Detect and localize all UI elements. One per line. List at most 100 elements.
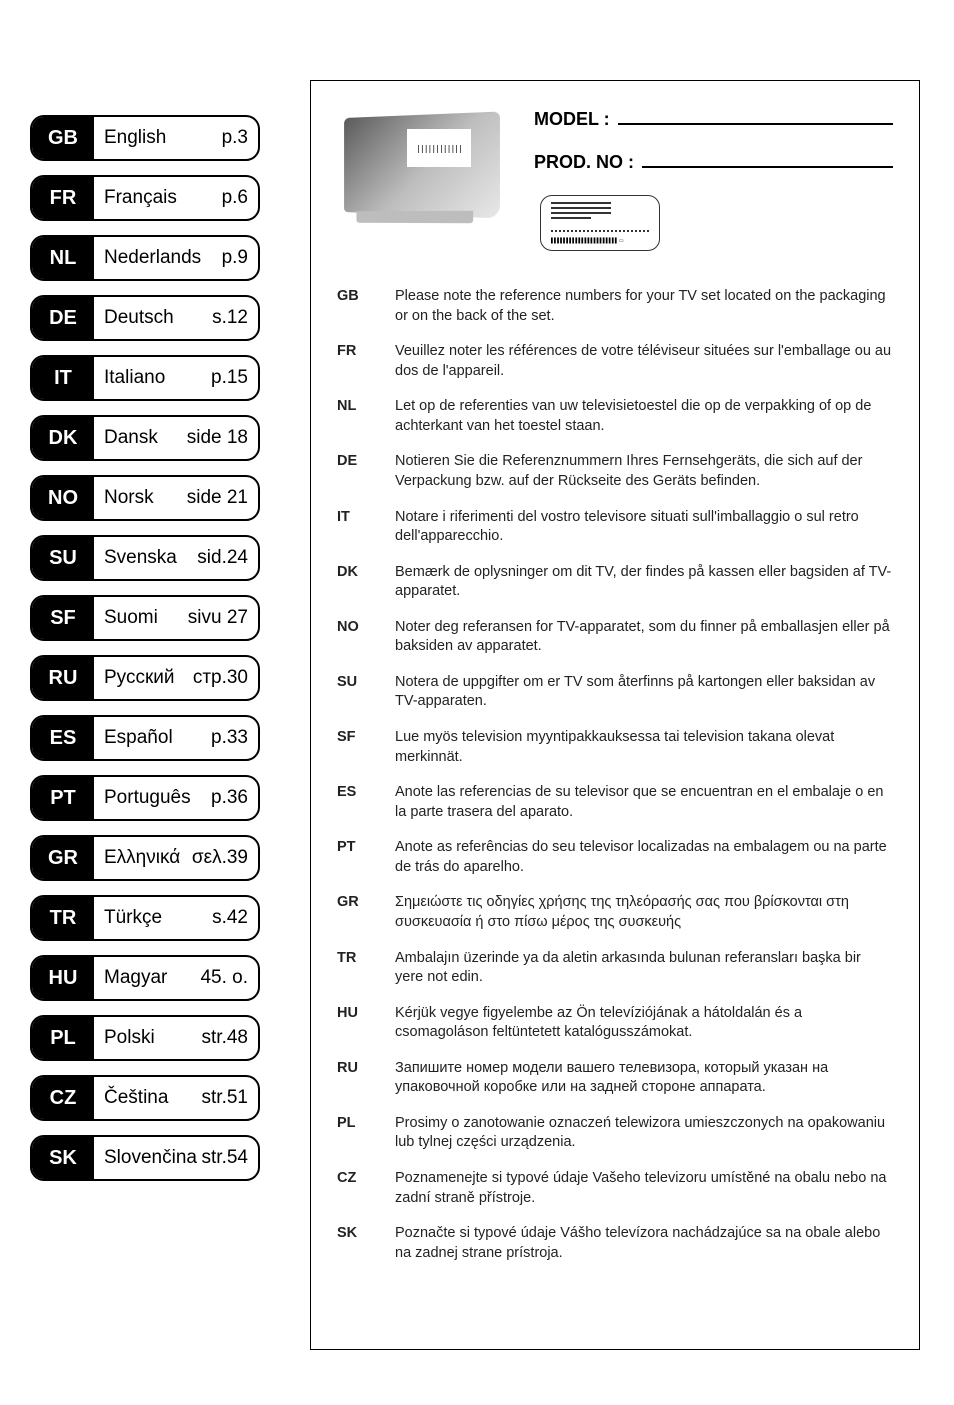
note-code: SF xyxy=(337,728,369,767)
note-text: Prosimy o zanotowanie oznaczeń telewizor… xyxy=(395,1114,893,1153)
note-text: Veuillez noter les références de votre t… xyxy=(395,342,893,381)
language-page: str.48 xyxy=(202,1027,258,1049)
language-row: GRΕλληνικάσελ.39 xyxy=(30,835,260,881)
reference-note: NLLet op de referenties van uw televisie… xyxy=(337,397,893,436)
language-name: Nederlands xyxy=(94,247,222,269)
note-code: NO xyxy=(337,618,369,657)
model-fields: MODEL : PROD. NO : ▌▌▌▌▌▌▌▌▌▌▌▌▌▌▌▌▌▌▌▌▌… xyxy=(534,103,893,251)
language-row: GBEnglishp.3 xyxy=(30,115,260,161)
note-code: CZ xyxy=(337,1169,369,1208)
note-code: ES xyxy=(337,783,369,822)
reference-note: GR Σημειώστε τις οδηγίες χρήσης της τηλεό… xyxy=(337,893,893,932)
language-row: CZČeštinastr.51 xyxy=(30,1075,260,1121)
language-page: p.15 xyxy=(211,367,258,389)
note-code: NL xyxy=(337,397,369,436)
language-code-badge: IT xyxy=(32,357,94,399)
note-text: Σημειώστε τις οδηγίες χρήσης της τηλεόρα… xyxy=(395,893,893,932)
prodno-input-line[interactable] xyxy=(642,166,893,168)
language-code-badge: NL xyxy=(32,237,94,279)
language-name: Dansk xyxy=(94,427,187,449)
language-code-badge: ES xyxy=(32,717,94,759)
language-code-badge: SK xyxy=(32,1137,94,1179)
reference-note: SK Poznačte si typové údaje Vášho televíz… xyxy=(337,1224,893,1263)
model-label: MODEL : xyxy=(534,109,610,130)
tv-barcode-label: |||||||||||| xyxy=(407,129,471,167)
note-text: Notera de uppgifter om er TV som återfin… xyxy=(395,673,893,712)
language-code-badge: GR xyxy=(32,837,94,879)
reference-note: NO Noter deg referansen for TV-apparatet,… xyxy=(337,618,893,657)
language-name: Slovenčina xyxy=(94,1147,202,1169)
reference-note: PLProsimy o zanotowanie oznaczeń telewiz… xyxy=(337,1114,893,1153)
language-code-badge: DK xyxy=(32,417,94,459)
language-row: TRTürkçes.42 xyxy=(30,895,260,941)
language-name: Polski xyxy=(94,1027,202,1049)
reference-note: PT Anote as referências do seu televisor … xyxy=(337,838,893,877)
note-code: GR xyxy=(337,893,369,932)
language-name: English xyxy=(94,127,222,149)
language-name: Русский xyxy=(94,667,193,689)
language-page: 45. o. xyxy=(200,967,258,989)
note-text: Kérjük vegye figyelembe az Ön televíziój… xyxy=(395,1004,893,1043)
note-code: SU xyxy=(337,673,369,712)
reference-note: GBPlease note the reference numbers for … xyxy=(337,287,893,326)
language-row: DEDeutschs.12 xyxy=(30,295,260,341)
language-row: SFSuomisivu 27 xyxy=(30,595,260,641)
note-code: PT xyxy=(337,838,369,877)
reference-note: FRVeuillez noter les références de votre… xyxy=(337,342,893,381)
language-row: DKDanskside 18 xyxy=(30,415,260,461)
language-page: side 21 xyxy=(187,487,258,509)
reference-note: ITNotare i riferimenti del vostro televi… xyxy=(337,508,893,547)
language-name: Türkçe xyxy=(94,907,212,929)
language-name: Deutsch xyxy=(94,307,212,329)
note-text: Anote las referencias de su televisor qu… xyxy=(395,783,893,822)
language-page: стр.30 xyxy=(193,667,258,689)
reference-note: CZ Poznamenejte si typové údaje Vašeho te… xyxy=(337,1169,893,1208)
note-text: Noter deg referansen for TV-apparatet, s… xyxy=(395,618,893,657)
note-text: Bemærk de oplysninger om dit TV, der fin… xyxy=(395,563,893,602)
language-name: Español xyxy=(94,727,211,749)
language-code-badge: NO xyxy=(32,477,94,519)
note-text: Please note the reference numbers for yo… xyxy=(395,287,893,326)
language-page: s.42 xyxy=(212,907,258,929)
note-text: Lue myös television myyntipakkauksessa t… xyxy=(395,728,893,767)
reference-note: DENotieren Sie die Referenznummern Ihres… xyxy=(337,452,893,491)
note-code: DE xyxy=(337,452,369,491)
language-row: NONorskside 21 xyxy=(30,475,260,521)
language-row: ESEspañolp.33 xyxy=(30,715,260,761)
language-code-badge: TR xyxy=(32,897,94,939)
language-name: Português xyxy=(94,787,211,809)
language-row: PLPolskistr.48 xyxy=(30,1015,260,1061)
language-page: s.12 xyxy=(212,307,258,329)
language-page: str.51 xyxy=(202,1087,258,1109)
language-column: GBEnglishp.3FRFrançaisp.6NLNederlandsp.9… xyxy=(30,115,270,1195)
language-name: Italiano xyxy=(94,367,211,389)
language-code-badge: HU xyxy=(32,957,94,999)
note-text: Anote as referências do seu televisor lo… xyxy=(395,838,893,877)
language-page: p.3 xyxy=(222,127,258,149)
language-code-badge: PT xyxy=(32,777,94,819)
language-row: NLNederlandsp.9 xyxy=(30,235,260,281)
language-row: ITItalianop.15 xyxy=(30,355,260,401)
note-text: Ambalajın üzerinde ya da aletin arkasınd… xyxy=(395,949,893,988)
type-plate-icon: ▌▌▌▌▌▌▌▌▌▌▌▌▌▌▌▌▌▌▌▌▌▌ ▭ xyxy=(540,195,660,251)
language-page: p.9 xyxy=(222,247,258,269)
language-page: p.36 xyxy=(211,787,258,809)
language-name: Čeština xyxy=(94,1087,202,1109)
model-input-line[interactable] xyxy=(618,123,893,125)
note-text: Poznamenejte si typové údaje Vašeho tele… xyxy=(395,1169,893,1208)
note-code: SK xyxy=(337,1224,369,1263)
notes-list: GBPlease note the reference numbers for … xyxy=(337,287,893,1263)
language-row: HUMagyar45. o. xyxy=(30,955,260,1001)
reference-note: ES Anote las referencias de su televisor … xyxy=(337,783,893,822)
language-name: Norsk xyxy=(94,487,187,509)
language-row: SKSlovenčinastr.54 xyxy=(30,1135,260,1181)
tv-illustration: |||||||||||| xyxy=(337,103,512,233)
language-row: PTPortuguêsp.36 xyxy=(30,775,260,821)
language-code-badge: PL xyxy=(32,1017,94,1059)
reference-note: DKBemærk de oplysninger om dit TV, der f… xyxy=(337,563,893,602)
note-text: Poznačte si typové údaje Vášho televízor… xyxy=(395,1224,893,1263)
language-page: sivu 27 xyxy=(188,607,258,629)
language-page: p.33 xyxy=(211,727,258,749)
prodno-label: PROD. NO : xyxy=(534,152,634,173)
note-code: IT xyxy=(337,508,369,547)
